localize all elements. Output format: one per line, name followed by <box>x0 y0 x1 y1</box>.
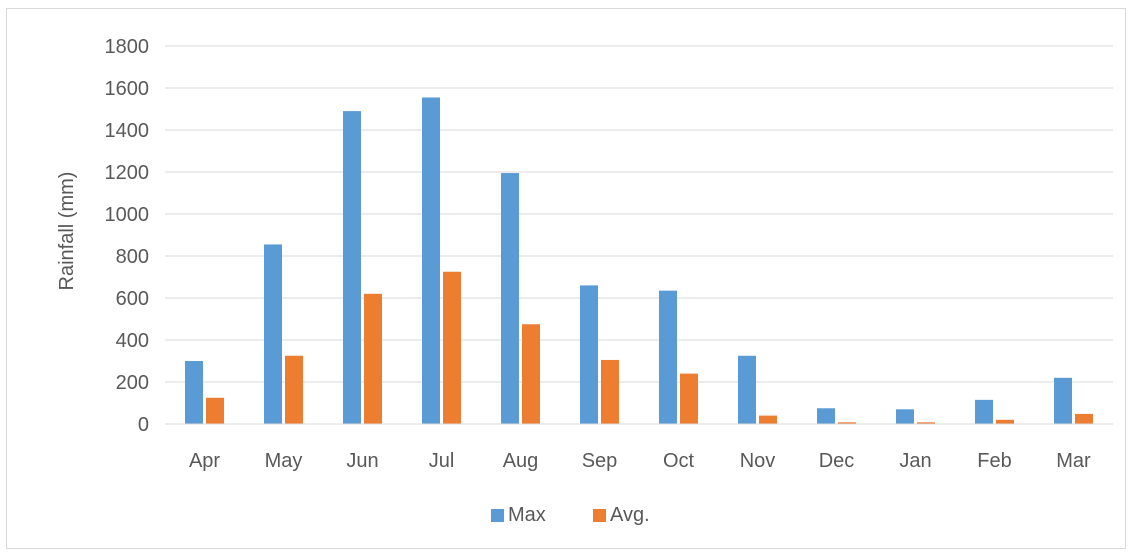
x-tick-label: Jan <box>899 450 931 472</box>
x-tick-label: Oct <box>663 450 695 472</box>
bars <box>185 97 1093 424</box>
bar-avg-oct <box>680 373 698 424</box>
y-tick-label: 1000 <box>105 204 150 226</box>
x-tick-label: Nov <box>740 450 776 472</box>
bar-avg-may <box>285 355 303 424</box>
bar-avg-dec <box>838 422 856 424</box>
bar-max-jun <box>343 111 361 424</box>
bar-max-aug <box>501 173 519 424</box>
y-tick-label: 1400 <box>105 120 150 142</box>
legend: Max Avg. <box>491 504 650 526</box>
bar-max-dec <box>817 408 835 424</box>
rainfall-bar-chart: 0 200 400 600 800 1000 1200 1400 1600 1800 Apr May… <box>56 36 1113 526</box>
bar-avg-sep <box>601 359 619 424</box>
bar-max-feb <box>975 399 993 424</box>
bar-max-nov <box>738 355 756 424</box>
bar-avg-mar <box>1075 413 1093 424</box>
y-tick-label: 1800 <box>105 36 150 58</box>
legend-swatch <box>593 509 606 522</box>
bar-max-mar <box>1054 377 1072 424</box>
chart-area: 0 200 400 600 800 1000 1200 1400 1600 1800 Apr May… <box>6 8 1126 549</box>
x-tick-label: Sep <box>582 450 618 472</box>
y-tick-label: 800 <box>116 246 149 268</box>
legend-swatch <box>491 509 504 522</box>
x-tick-label: May <box>265 450 303 472</box>
x-tick-label: Apr <box>189 450 220 472</box>
bar-max-oct <box>659 290 677 424</box>
x-axis-ticks: Apr May Jun Jul Aug Sep Oct Nov Dec Jan Feb Mar <box>189 450 1091 472</box>
bar-max-may <box>264 244 282 424</box>
y-tick-label: 1600 <box>105 78 150 100</box>
x-tick-label: Aug <box>503 450 539 472</box>
x-tick-label: Jun <box>346 450 378 472</box>
y-tick-label: 200 <box>116 372 149 394</box>
y-tick-label: 400 <box>116 330 149 352</box>
bar-max-sep <box>580 285 598 424</box>
legend-label: Max <box>508 504 546 526</box>
bar-avg-jan <box>917 422 935 424</box>
bar-max-apr <box>185 361 203 424</box>
bar-avg-jun <box>364 293 382 424</box>
bar-avg-feb <box>996 419 1014 424</box>
bar-avg-jul <box>443 271 461 424</box>
x-tick-label: Mar <box>1056 450 1091 472</box>
y-tick-label: 600 <box>116 288 149 310</box>
x-tick-label: Jul <box>429 450 455 472</box>
y-axis-label: Rainfall (mm) <box>56 172 78 291</box>
y-tick-label: 1200 <box>105 162 150 184</box>
y-tick-label: 0 <box>138 414 149 436</box>
bar-max-jan <box>896 409 914 424</box>
bar-max-jul <box>422 97 440 424</box>
y-axis-ticks: 0 200 400 600 800 1000 1200 1400 1600 1800 <box>105 36 150 436</box>
gridlines <box>165 45 1113 383</box>
legend-label: Avg. <box>610 504 650 526</box>
bar-avg-nov <box>759 415 777 424</box>
bar-avg-apr <box>206 397 224 424</box>
x-tick-label: Dec <box>819 450 855 472</box>
x-tick-label: Feb <box>977 450 1011 472</box>
bar-avg-aug <box>522 324 540 424</box>
